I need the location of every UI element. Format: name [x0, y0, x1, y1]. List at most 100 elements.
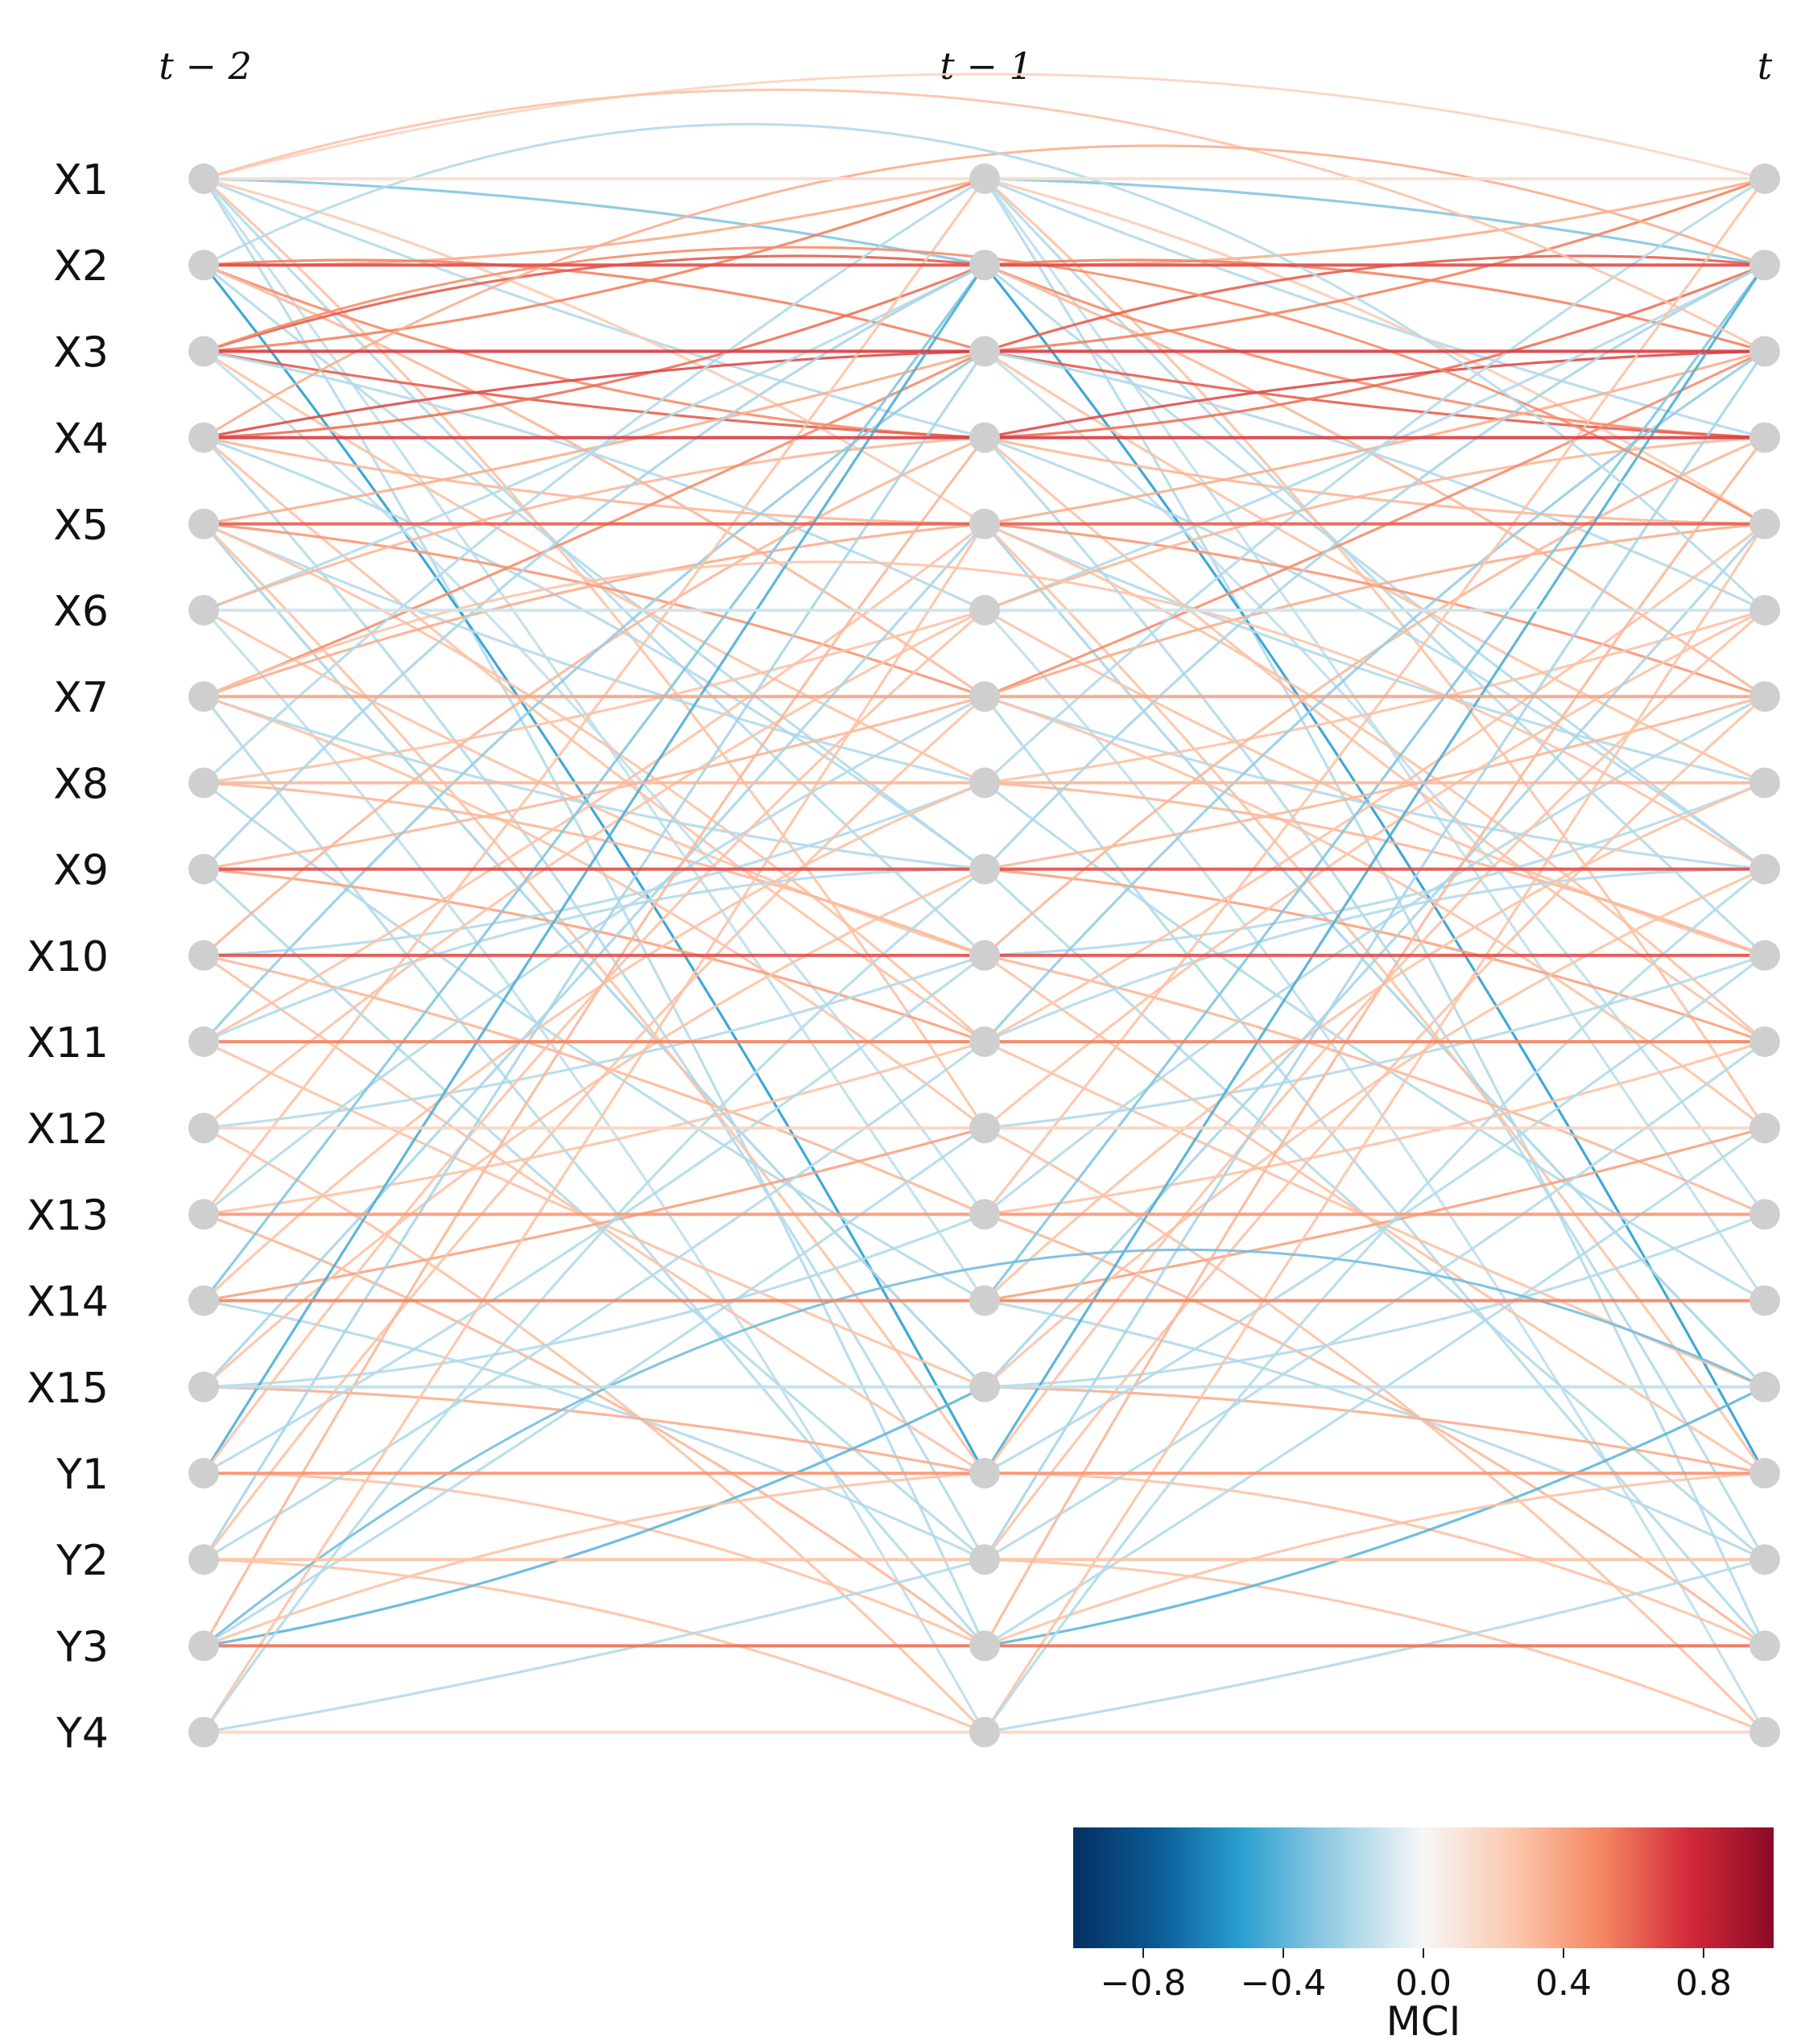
edge-X5-X11-lag1-1: [984, 522, 1766, 1043]
edge-X8-X6-lag1-0: [203, 609, 985, 784]
edge-X11-X9-lag1-1: [984, 868, 1766, 1043]
time-label-t-1: t − 1: [940, 44, 1033, 88]
node-Y1-col1: [969, 1458, 1000, 1489]
node-X4-col0: [188, 422, 219, 453]
edge-Y4-Y2-lag1-1: [984, 1558, 1766, 1734]
node-X15-col1: [969, 1371, 1000, 1402]
edge-Y2-X3-lag1-1: [983, 350, 1766, 1561]
edge-X13-X1-lag1-1: [983, 178, 1766, 1216]
node-X11-col0: [188, 1026, 219, 1057]
node-X12-col0: [188, 1113, 219, 1144]
variable-label-x15: X15: [27, 1365, 109, 1413]
edge-Y2-X7-lag1-1: [983, 696, 1766, 1561]
edge-X6-Y4-lag1-0: [202, 609, 986, 1733]
node-X9-col1: [969, 853, 1000, 885]
edge-X1-X1-lag2: [203, 72, 1766, 180]
edge-X13-X7-lag1-1: [983, 695, 1766, 1216]
node-X9-col0: [188, 853, 219, 885]
edge-X2-X1-lag1-0: [203, 177, 985, 267]
edge-X3-X2-lag1-0: [203, 254, 985, 353]
edge-X12-Y4-lag1-0: [203, 1126, 986, 1733]
edge-X10-X8-lag1-1: [984, 781, 1766, 957]
node-X10-col2: [1749, 939, 1780, 971]
node-X7-col0: [188, 681, 219, 712]
edge-Y2-Y4-lag1-1: [984, 1558, 1766, 1734]
colorbar: −0.8 −0.4 0.0 0.4 0.8 MCI: [1073, 1827, 1774, 2044]
edge-X15-X9-lag1-1: [983, 868, 1766, 1388]
edge-Y3-Y1-lag1-0: [203, 1472, 985, 1647]
edge-Y2-X11-lag1-0: [203, 1040, 985, 1561]
edge-X3-X1-lag1-1: [984, 177, 1766, 353]
edge-X8-X1-lag1-1: [983, 177, 1766, 784]
node-Y4-col1: [969, 1716, 1000, 1748]
edge-X8-X10-lag1-1: [984, 781, 1766, 957]
edge-Y3-X4-lag1-0: [202, 436, 986, 1647]
edge-X4-X3-lag1-1: [984, 349, 1766, 440]
node-X13-col1: [969, 1199, 1000, 1230]
node-X10-col1: [969, 939, 1000, 971]
edge-X7-Y3-lag1-1: [983, 696, 1766, 1647]
edge-Y1-Y3-lag1-1: [984, 1472, 1766, 1647]
edge-Y3-X4-lag1-1: [983, 436, 1766, 1647]
edge-X5-X3-lag1-1: [984, 349, 1766, 526]
edges-layer: [202, 72, 1766, 1734]
variable-label-x3: X3: [53, 328, 109, 377]
variable-labels: X1 X2 X3 X4 X5 X6 X7 X8 X9 X10 X11 X12 X13 X14 X15 Y1 Y2…: [27, 156, 109, 1758]
edge-X1-X4-lag1-1: [984, 177, 1766, 440]
colorbar-tick-label-2: 0.0: [1395, 1963, 1452, 2004]
node-X7-col1: [969, 681, 1000, 712]
node-X15-col2: [1749, 1371, 1780, 1402]
node-X9-col2: [1749, 853, 1780, 885]
colorbar-tick-label-3: 0.4: [1535, 1963, 1592, 2004]
edge-Y3-Y1-lag1-1: [984, 1472, 1766, 1647]
edge-X5-X3-lag1-0: [203, 349, 985, 526]
edge-X3-X1-lag1-0: [203, 177, 985, 353]
edge-X2-Y1-lag1-0: [202, 264, 986, 1474]
variable-label-x6: X6: [53, 588, 109, 636]
edge-X2-X7-lag1-1: [984, 263, 1766, 698]
edge-X3-X5-lag2: [203, 246, 1766, 526]
node-X3-col1: [969, 336, 1000, 367]
node-X1-col1: [969, 163, 1000, 194]
variable-label-y1: Y1: [56, 1451, 109, 1499]
node-X10-col0: [188, 939, 219, 971]
node-X6-col0: [188, 595, 219, 626]
edge-X6-X10-lag1-1: [984, 609, 1766, 957]
edge-Y2-X3-lag1-0: [202, 350, 986, 1561]
edge-X4-X9-lag1-1: [984, 436, 1766, 870]
edge-Y1-X6-lag1-1: [983, 609, 1766, 1474]
node-X14-col1: [969, 1285, 1000, 1316]
edge-X15-X5-lag1-0: [202, 522, 986, 1388]
node-X15-col0: [188, 1371, 219, 1402]
edge-X4-X3-lag1-0: [203, 349, 985, 440]
variable-label-x2: X2: [53, 242, 109, 291]
edge-X15-Y1-lag1-1: [984, 1385, 1766, 1475]
edge-X14-X8-lag1-0: [202, 781, 985, 1302]
colorbar-tick-label-4: 0.8: [1675, 1963, 1732, 2004]
edge-X11-X3-lag1-1: [983, 350, 1766, 1043]
colorbar-gradient: [1073, 1827, 1774, 1948]
edge-X6-X4-lag1-1: [984, 436, 1766, 612]
edge-X1-Y3-lag1-0: [202, 178, 986, 1647]
node-Y2-col2: [1749, 1544, 1780, 1575]
edge-Y1-X2-lag1-1: [983, 264, 1766, 1474]
colorbar-tick-label-0: −0.8: [1101, 1963, 1187, 2004]
variable-label-x13: X13: [27, 1191, 109, 1240]
edge-X7-X5-lag1-0: [203, 522, 985, 698]
variable-label-y4: Y4: [56, 1710, 109, 1758]
edge-X7-X3-lag1-1: [984, 349, 1766, 698]
variable-label-x12: X12: [27, 1105, 109, 1154]
edge-Y1-Y3-lag1-0: [203, 1472, 985, 1647]
node-Y3-col1: [969, 1630, 1000, 1662]
edge-X11-X9-lag1-0: [203, 868, 985, 1043]
node-X12-col2: [1749, 1113, 1780, 1144]
edge-X14-Y2-lag1-0: [203, 1299, 985, 1561]
edge-X15-X13-lag1-0: [203, 1212, 985, 1389]
node-Y3-col0: [188, 1630, 219, 1662]
variable-label-x8: X8: [53, 760, 109, 808]
edge-X7-X9-lag1-1: [984, 695, 1766, 871]
edge-X13-X7-lag1-0: [202, 695, 985, 1216]
time-labels: t − 2 t − 1 t: [159, 44, 1773, 88]
edge-X11-X3-lag1-0: [202, 350, 985, 1043]
